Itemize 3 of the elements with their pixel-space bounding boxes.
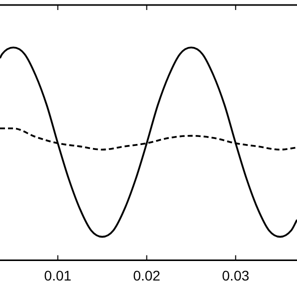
x-tick-label: 0.02 xyxy=(133,267,161,284)
x-tick-label: 0.01 xyxy=(44,267,72,284)
x-tick-label: 0.03 xyxy=(222,267,250,284)
